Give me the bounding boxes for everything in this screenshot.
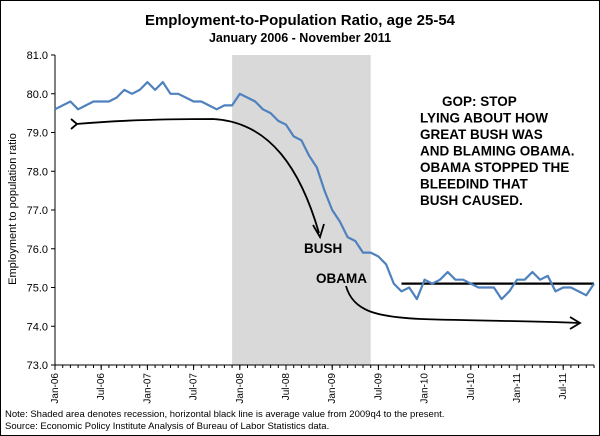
- x-tick-label: Jan-09: [327, 373, 338, 404]
- bush-arrow-head: [312, 223, 325, 240]
- x-tick-label: Jul-11: [558, 373, 569, 400]
- annotation-arrows-layer: [70, 118, 582, 330]
- obama-trend-arrow: [345, 285, 580, 324]
- gop-text-line: GREAT BUSH WAS: [420, 127, 543, 142]
- series-line: [54, 80, 595, 301]
- axes-layer: 73.0 74.0 75.0 76.0 77.0 78.0 79.0 80.0 81.0 Jan-…: [27, 50, 595, 404]
- chart-subtitle: January 2006 - November 2011: [209, 31, 391, 45]
- obama-label: OBAMA: [316, 271, 367, 286]
- y-tick-label: 80.0: [27, 89, 48, 101]
- x-tick-label: Jul-08: [281, 373, 292, 401]
- bush-arrow-tail: [70, 118, 79, 130]
- gop-text-line: BUSH CAUSED.: [420, 193, 523, 208]
- x-tick-label: Jul-09: [373, 373, 384, 401]
- gop-text-line: GOP: STOP: [442, 94, 517, 109]
- x-tick-label: Jan-07: [142, 373, 153, 404]
- x-tick-label: Jul-07: [189, 373, 200, 401]
- y-tick-label: 79.0: [27, 128, 48, 140]
- y-axis-label: Employment to population ratio: [7, 133, 19, 285]
- series-layer: [54, 80, 595, 301]
- chart-title: Employment-to-Population Ratio, age 25-5…: [145, 12, 456, 29]
- x-tick-label: Jan-08: [235, 373, 246, 404]
- gop-text-line: AND BLAMING OBAMA.: [420, 144, 575, 159]
- bush-label: BUSH: [304, 241, 342, 256]
- y-tick-label: 75.0: [27, 283, 48, 295]
- gop-text-line: BLEEDIND THAT: [420, 177, 528, 192]
- gop-text-line: OBAMA STOPPED THE: [420, 160, 569, 175]
- recession-shade: [232, 55, 371, 365]
- x-tick-label: Jan-11: [512, 373, 523, 403]
- y-tick-label: 73.0: [27, 360, 48, 372]
- obama-arrow-head: [569, 316, 582, 330]
- source-text: Source: Economic Policy Institute Analys…: [5, 421, 329, 432]
- y-tick-label: 76.0: [27, 244, 48, 256]
- x-tick-label: Jul-06: [96, 373, 107, 401]
- gop-text-line: LYING ABOUT HOW: [420, 111, 548, 126]
- recession-shade-layer: [232, 55, 371, 365]
- x-tick-label: Jan-10: [420, 373, 431, 404]
- y-tick-label: 78.0: [27, 166, 48, 178]
- y-tick-label: 81.0: [27, 50, 48, 62]
- x-tick-label: Jul-10: [466, 373, 477, 401]
- y-tick-label: 77.0: [27, 205, 48, 217]
- x-tick-label: Jan-06: [50, 373, 61, 404]
- bush-trend-arrow: [75, 118, 320, 234]
- y-tick-label: 74.0: [27, 321, 48, 333]
- note-text: Note: Shaded area denotes recession, hor…: [5, 409, 444, 420]
